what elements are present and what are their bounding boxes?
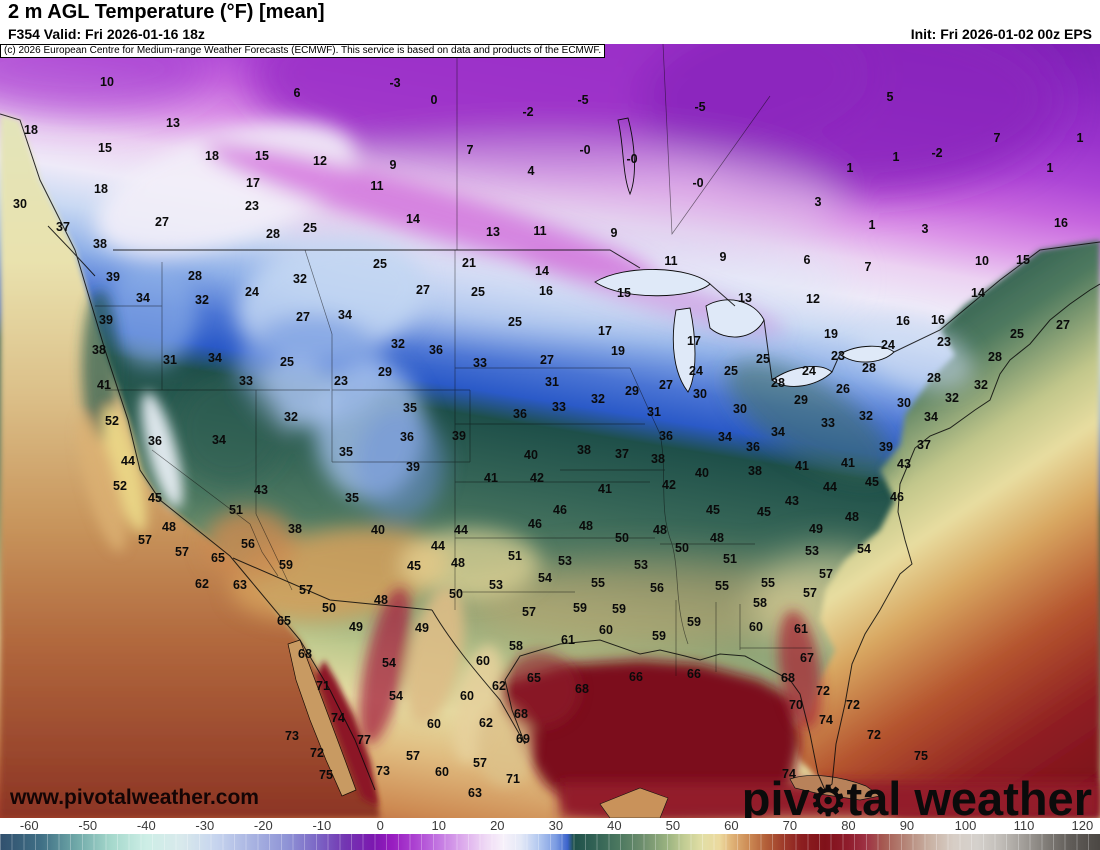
brand-text-left: piv: [741, 772, 810, 818]
colorbar-tick-label: -40: [136, 818, 156, 833]
temperature-colorbar: -60 -50 -40 -30 -20 -10 0 10 20 30 40 50 60 70 80 90 100…: [0, 818, 1100, 850]
brand-text-right: tal weather: [846, 772, 1092, 818]
site-watermark: www.pivotalweather.com: [10, 786, 259, 809]
atlantic-ocean: [790, 240, 1100, 818]
gear-icon: ⚙: [809, 778, 847, 818]
colorbar-tick-label: 90: [899, 818, 915, 833]
colorbar-tick-label: -30: [195, 818, 215, 833]
brand-watermark: piv⚙tal weather: [742, 771, 1092, 818]
lake-winnipeg: [617, 117, 635, 196]
pacific-ocean: [0, 114, 380, 818]
colorbar-tick-label: 30: [548, 818, 564, 833]
map-canvas: (c) 2026 European Centre for Medium-rang…: [0, 44, 1100, 818]
state-borders: [95, 44, 812, 676]
colorbar-tick-row: -60 -50 -40 -30 -20 -10 0 10 20 30 40 50 60 70 80 90 100…: [0, 818, 1100, 834]
colorbar-tick-label: 100: [954, 818, 977, 833]
colorbar-tick-label: 60: [724, 818, 739, 833]
colorbar-tick-label: 110: [1013, 818, 1035, 833]
init-time-label: Init: Fri 2026-01-02 00z EPS: [910, 26, 1092, 42]
colorbar-gradient: [0, 834, 1100, 850]
coastlines-borders: [0, 113, 1100, 791]
colorbar-tick-label: 10: [431, 818, 447, 833]
colorbar-tick-label: -60: [19, 818, 39, 833]
colorbar-tick-label: -20: [253, 818, 273, 833]
colorbar-tick-label: 120: [1071, 818, 1094, 833]
colorbar-tick-label: 20: [490, 818, 505, 833]
map-header: 2 m AGL Temperature (°F) [mean] F354 Val…: [0, 0, 1100, 44]
colorbar-tick-label: 70: [782, 818, 798, 833]
page-title: 2 m AGL Temperature (°F) [mean]: [8, 1, 325, 23]
cuba-island: [789, 775, 881, 801]
colorbar-tick-label: 80: [841, 818, 856, 833]
colorbar-tick-label: 40: [607, 818, 622, 833]
colorbar-tick-label: 50: [665, 818, 681, 833]
ecmwf-copyright-banner: (c) 2026 European Centre for Medium-rang…: [0, 44, 606, 58]
valid-time-label: F354 Valid: Fri 2026-01-16 18z: [8, 26, 205, 42]
yucatan: [599, 787, 669, 818]
temperature-field-map: [0, 44, 1100, 818]
great-lakes: [594, 269, 895, 393]
colorbar-tick-label: -10: [312, 818, 332, 833]
colorbar-tick-label: -50: [78, 818, 98, 833]
colorbar-tick-label: 0: [376, 818, 384, 833]
